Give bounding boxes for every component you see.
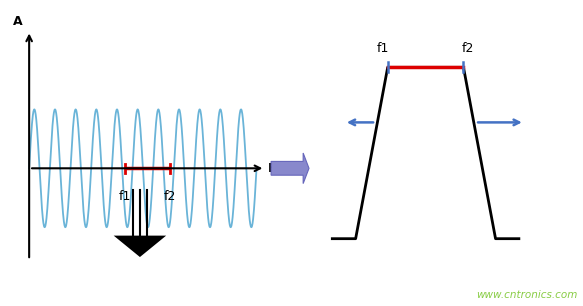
Polygon shape — [114, 236, 166, 257]
Text: f2: f2 — [164, 190, 176, 203]
Text: www.cntronics.com: www.cntronics.com — [476, 290, 577, 300]
Text: A: A — [13, 15, 22, 28]
Text: f1: f1 — [118, 190, 131, 203]
Text: f1: f1 — [377, 42, 389, 55]
Text: F: F — [268, 162, 277, 175]
Polygon shape — [271, 153, 309, 184]
Text: f2: f2 — [462, 42, 475, 55]
